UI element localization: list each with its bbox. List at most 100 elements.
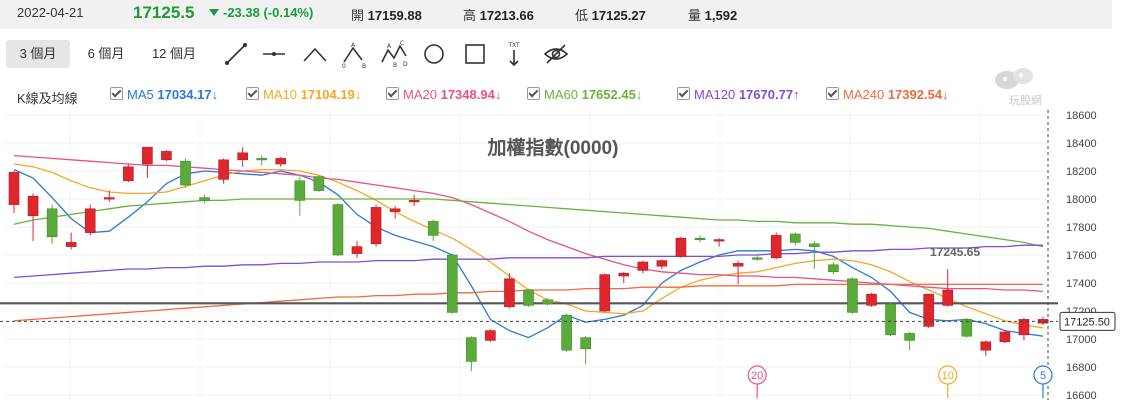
candle	[199, 197, 210, 201]
ma-marker	[1033, 365, 1053, 385]
ma-marker	[938, 365, 958, 385]
candle	[732, 263, 744, 267]
candle	[656, 260, 668, 267]
price-change: -23.38 (-0.14%)	[203, 5, 313, 20]
candle	[904, 333, 915, 341]
high-stat: 高 17213.66	[463, 8, 534, 23]
checkbox-icon[interactable]	[110, 87, 123, 100]
y-tick-label: 17000	[1066, 334, 1097, 346]
last-price-label: 17125.50	[1064, 316, 1110, 328]
legend-ma5-value: 17034.17↓	[157, 87, 219, 102]
legend-item-ma5[interactable]: MA5 17034.17↓	[110, 87, 218, 102]
candle	[485, 330, 496, 341]
candle	[809, 243, 820, 247]
legend-item-ma10[interactable]: MA10 17104.19↓	[246, 87, 361, 102]
candle	[866, 293, 877, 306]
quote-header: 2022-04-21 17125.5 -23.38 (-0.14%) 開 171…	[0, 0, 1112, 29]
candle	[466, 337, 477, 362]
angle-tool-icon[interactable]	[301, 40, 329, 68]
checkbox-icon[interactable]	[527, 87, 540, 100]
svg-text:A: A	[387, 43, 392, 50]
candle	[580, 337, 591, 350]
legend-item-ma60[interactable]: MA60 17652.45↓	[527, 87, 642, 102]
candle	[294, 180, 306, 201]
svg-text:A: A	[351, 42, 356, 49]
down-arrow-icon	[209, 9, 219, 16]
candle	[218, 159, 229, 180]
legend-item-ma20[interactable]: MA20 17348.94↓	[386, 87, 501, 102]
period-3-months-button[interactable]: 3 個月	[6, 40, 70, 68]
open-stat: 開 17159.88	[351, 8, 422, 23]
candle	[180, 160, 191, 186]
period-6-months-button[interactable]: 6 個月	[87, 46, 125, 61]
abcd-pattern-tool-icon[interactable]: A C B D	[380, 40, 408, 68]
last-price-badge	[1059, 311, 1116, 331]
candle	[103, 197, 115, 200]
candle	[504, 278, 515, 308]
legend-ma20-name: MA20	[403, 87, 437, 102]
abc-pattern-tool-icon[interactable]: 0 A B	[340, 40, 368, 68]
candle	[942, 289, 954, 306]
wantgoo-logo: 玩股網	[995, 68, 1042, 107]
candle	[770, 235, 782, 259]
candle	[751, 257, 763, 260]
rectangle-tool-icon[interactable]	[461, 40, 489, 68]
ma120-line	[13, 244, 1043, 279]
ma60-line	[13, 198, 1044, 248]
candle	[1018, 319, 1030, 336]
candlestick-chart[interactable]: 1860018400182001800017800176001740017200…	[0, 110, 1121, 406]
candle	[46, 208, 58, 238]
y-tick-label: 17400	[1066, 278, 1097, 290]
candle	[446, 254, 458, 313]
legend-ma60-value: 17652.45↓	[581, 87, 643, 102]
legend-ma20-value: 17348.94↓	[440, 87, 502, 102]
legend-ma10-value: 17104.19↓	[300, 87, 362, 102]
candle	[713, 239, 725, 242]
circle-tool-icon[interactable]	[420, 40, 448, 68]
candle	[142, 146, 153, 165]
svg-text:0: 0	[342, 63, 346, 68]
candle	[351, 246, 363, 254]
logo-text: 玩股網	[1009, 93, 1042, 107]
legend-ma10-name: MA10	[263, 87, 297, 102]
period-12-months-button[interactable]: 12 個月	[151, 46, 197, 61]
text-tool-icon[interactable]: TXT	[500, 40, 528, 68]
legend-ma240-name: MA240	[843, 87, 885, 102]
checkbox-icon[interactable]	[246, 87, 259, 100]
legend-item-ma240[interactable]: MA240 17392.54↓	[826, 87, 949, 102]
ma-marker	[747, 365, 767, 385]
ma-marker-label: 10	[942, 370, 954, 382]
candle	[675, 237, 687, 257]
candle	[542, 299, 553, 305]
volume-stat: 量 1,592	[688, 8, 738, 23]
legend-item-ma120[interactable]: MA120 17670.77↑	[677, 87, 800, 102]
candle	[885, 303, 896, 336]
candle	[313, 176, 325, 191]
candle	[84, 208, 96, 233]
candle	[789, 233, 801, 243]
candle	[923, 293, 934, 327]
ma-marker-label: 20	[751, 370, 763, 382]
candle	[370, 207, 382, 245]
candle	[275, 158, 287, 165]
hide-icon[interactable]	[542, 40, 570, 68]
checkbox-icon[interactable]	[826, 87, 839, 100]
candle	[256, 158, 268, 161]
y-tick-label: 18000	[1066, 194, 1097, 206]
candle	[408, 200, 420, 203]
y-tick-label: 18600	[1066, 110, 1097, 122]
legend-title: K線及均線	[17, 91, 78, 106]
text-tool-label: TXT	[507, 42, 520, 49]
svg-text:C: C	[400, 40, 404, 47]
horizontal-line-tool-icon[interactable]	[260, 40, 288, 68]
legend-ma120-value: 17670.77↑	[738, 87, 800, 102]
candle	[980, 341, 992, 351]
checkbox-icon[interactable]	[386, 87, 399, 100]
y-tick-label: 16600	[1066, 390, 1097, 402]
checkbox-icon[interactable]	[677, 87, 690, 100]
y-tick-label: 17800	[1066, 222, 1097, 234]
candle	[27, 195, 39, 217]
legend-ma120-name: MA120	[694, 87, 736, 102]
line-tool-icon[interactable]	[222, 40, 250, 68]
